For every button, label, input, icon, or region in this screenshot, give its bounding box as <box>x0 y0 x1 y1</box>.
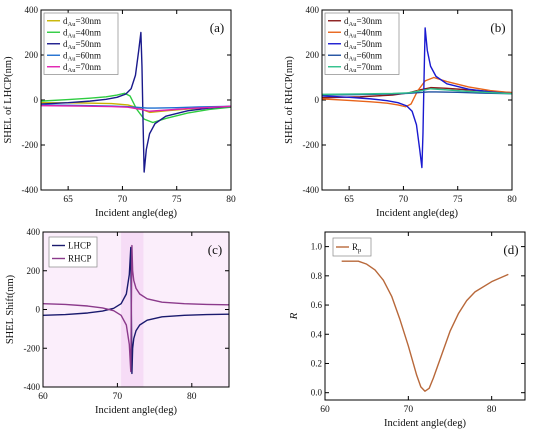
panel-label: (a) <box>210 20 224 35</box>
legend-label: dAu=50nm <box>344 39 382 51</box>
x-axis-label: Incident angle(deg) <box>384 418 466 429</box>
legend-label: dAu=50nm <box>63 39 101 51</box>
resonance-highlight <box>121 232 144 387</box>
legend-label: Rp <box>352 242 361 254</box>
y-tick-label: -200 <box>22 140 39 150</box>
panel-label: (b) <box>490 20 505 35</box>
x-tick-label: 70 <box>404 405 414 415</box>
panel-label: (d) <box>503 242 518 257</box>
y-axis-label: R <box>288 312 300 320</box>
series-line <box>41 104 231 112</box>
y-tick-label: -200 <box>303 140 320 150</box>
y-tick-label: 1.0 <box>311 242 323 252</box>
series-line <box>322 88 512 96</box>
legend-label: dAu=30nm <box>344 16 382 28</box>
plot-frame <box>321 9 513 191</box>
legend-label: dAu=60nm <box>63 50 101 62</box>
y-tick-label: 0 <box>34 95 39 105</box>
x-tick-label: 60 <box>38 392 48 402</box>
series-line <box>341 260 509 392</box>
y-axis-label: SHEL of LHCP(nm) <box>3 56 14 144</box>
x-tick-label: 65 <box>63 195 73 205</box>
series-group <box>43 244 229 375</box>
y-tick-label: 0.6 <box>311 300 323 310</box>
x-tick-label: 80 <box>487 405 497 415</box>
y-tick-label: -400 <box>24 382 41 392</box>
x-tick-label: 60 <box>320 405 330 415</box>
x-tick-label: 75 <box>172 195 182 205</box>
series-line <box>43 244 229 373</box>
plot-frame <box>324 231 526 401</box>
panel-a: 65 70 75 80 -400 -200 0 200 400 Incident angle(de… <box>3 5 236 219</box>
legend-label: dAu=40nm <box>63 27 101 39</box>
plot-frame <box>40 9 232 191</box>
y-tick-label: 400 <box>25 5 39 15</box>
panel-b: 65 70 75 80 -400 -200 0 200 400 Incident angle(de… <box>284 5 517 219</box>
legend-label: dAu=70nm <box>344 62 382 74</box>
series-line <box>41 31 231 173</box>
y-tick-label: 400 <box>306 5 320 15</box>
panel-d: 60 70 80 0.0 0.2 0.4 0.6 0.8 1.0 Incident angle(d… <box>288 231 526 429</box>
x-axis-label: Incident angle(deg) <box>95 208 177 219</box>
x-tick-label: 80 <box>187 392 197 402</box>
x-axis-label: Incident angle(deg) <box>95 405 177 416</box>
series-line <box>322 27 512 169</box>
series-group <box>341 260 509 392</box>
y-tick-label: 0 <box>315 95 320 105</box>
y-tick-label: 200 <box>306 50 320 60</box>
legend-label: dAu=30nm <box>63 16 101 28</box>
y-tick-label: 0 <box>36 305 41 315</box>
x-tick-label: 75 <box>453 195 463 205</box>
y-tick-label: 0.4 <box>311 329 323 339</box>
series-line <box>43 246 229 375</box>
y-axis-label: SHEL Shift(nm) <box>5 274 16 344</box>
series-group <box>41 31 231 173</box>
y-tick-label: -400 <box>22 185 39 195</box>
legend-label: RHCP <box>68 254 92 264</box>
panel-label: (c) <box>208 242 222 257</box>
y-tick-label: 0.8 <box>311 271 323 281</box>
y-axis-label: SHEL of RHCP(nm) <box>284 56 295 144</box>
legend-box <box>48 236 98 268</box>
y-tick-label: -400 <box>303 185 320 195</box>
series-line <box>41 92 231 124</box>
legend-label: dAu=70nm <box>63 62 101 74</box>
y-tick-label: -200 <box>24 343 41 353</box>
y-tick-label: 200 <box>25 50 39 60</box>
y-tick-label: 400 <box>27 227 41 237</box>
legend-label: dAu=60nm <box>344 50 382 62</box>
y-tick-label: 0.2 <box>311 358 322 368</box>
x-tick-label: 70 <box>118 195 128 205</box>
legend-box <box>332 237 372 257</box>
x-tick-label: 70 <box>113 392 123 402</box>
x-tick-label: 80 <box>226 195 236 205</box>
legend-label: dAu=40nm <box>344 27 382 39</box>
panel-c: 60 70 80 -400 -200 0 200 400 Incident angle(deg)… <box>5 227 230 416</box>
plot-frame <box>42 231 230 388</box>
series-line <box>322 76 512 108</box>
y-tick-label: 0.0 <box>311 388 323 398</box>
x-tick-label: 70 <box>399 195 409 205</box>
x-tick-label: 65 <box>344 195 354 205</box>
series-group <box>322 27 512 169</box>
x-axis-label: Incident angle(deg) <box>376 208 458 219</box>
y-tick-label: 200 <box>27 266 41 276</box>
x-tick-label: 80 <box>507 195 517 205</box>
legend-label: LHCP <box>68 241 91 251</box>
